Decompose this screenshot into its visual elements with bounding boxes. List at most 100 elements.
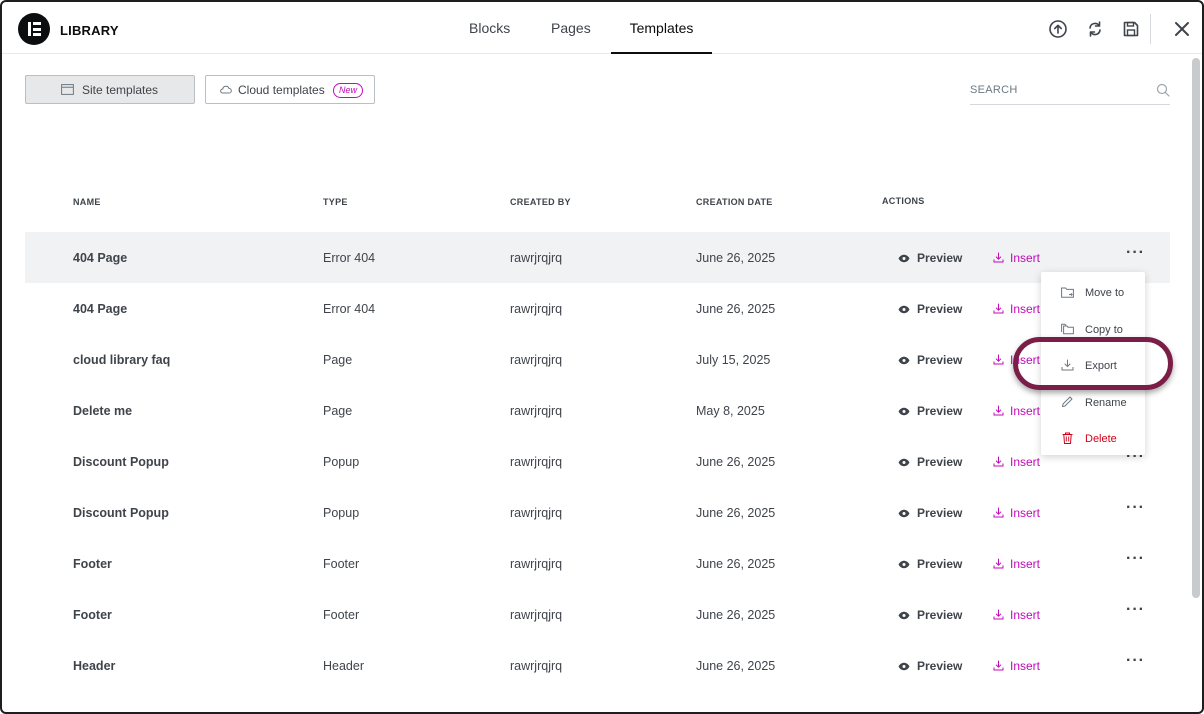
more-options-icon[interactable]: ···: [1126, 499, 1145, 516]
template-name: 404 Page: [73, 251, 128, 265]
window-icon: [61, 84, 74, 95]
preview-label: Preview: [917, 251, 963, 265]
template-name: Header: [73, 659, 116, 673]
more-options-icon[interactable]: ···: [1126, 652, 1145, 669]
table-row[interactable]: Footer Footer rawrjrqjrq June 26, 2025 Previ…: [25, 589, 1170, 640]
insert-button[interactable]: Insert: [993, 557, 1040, 571]
download-icon: [993, 507, 1004, 518]
site-templates-button[interactable]: Site templates: [25, 75, 195, 104]
insert-button[interactable]: Insert: [993, 302, 1040, 316]
menu-item-export[interactable]: Export: [1041, 349, 1145, 379]
template-author: rawrjrqjrq: [510, 659, 563, 673]
table-row[interactable]: 404 Page Error 404 rawrjrqjrq June 26, 2025…: [25, 283, 1170, 334]
eye-icon: [898, 252, 910, 263]
insert-button[interactable]: Insert: [993, 506, 1040, 520]
close-icon[interactable]: [1172, 19, 1192, 39]
template-author: rawrjrqjrq: [510, 455, 563, 469]
download-icon: [993, 660, 1004, 671]
template-type: Popup: [323, 506, 360, 520]
scrollbar[interactable]: [1192, 58, 1200, 598]
export-highlight-ring: [1013, 337, 1173, 390]
table-row[interactable]: Footer Footer rawrjrqjrq June 26, 2025 Previ…: [25, 538, 1170, 589]
preview-button[interactable]: Preview: [898, 557, 962, 571]
menu-item-label: Delete: [1085, 433, 1117, 445]
more-options-icon[interactable]: ···: [1126, 601, 1145, 618]
template-author: rawrjrqjrq: [510, 557, 563, 571]
column-header-name[interactable]: NAME: [73, 197, 101, 207]
insert-button[interactable]: Insert: [993, 455, 1040, 469]
more-options-icon[interactable]: ···: [1126, 244, 1145, 261]
save-icon[interactable]: [1121, 19, 1141, 39]
eye-icon: [898, 456, 910, 467]
folder-copy-icon: [1061, 323, 1074, 335]
upload-icon[interactable]: [1048, 19, 1068, 39]
cloud-templates-button[interactable]: Cloud templates New: [205, 75, 375, 104]
preview-button[interactable]: Preview: [898, 506, 962, 520]
eye-icon: [898, 558, 910, 569]
menu-item-move-to[interactable]: Move to: [1041, 276, 1145, 306]
template-author: rawrjrqjrq: [510, 404, 563, 418]
sync-icon[interactable]: [1085, 19, 1105, 39]
insert-button[interactable]: Insert: [993, 659, 1040, 673]
preview-button[interactable]: Preview: [898, 353, 962, 367]
tab-blocks[interactable]: Blocks: [469, 20, 511, 36]
more-options-icon[interactable]: ···: [1126, 550, 1145, 567]
download-icon: [993, 303, 1004, 314]
column-header-actions: ACTIONS: [882, 196, 925, 206]
preview-button[interactable]: Preview: [898, 608, 962, 622]
preview-button[interactable]: Preview: [898, 251, 962, 265]
table-row[interactable]: Header Header rawrjrqjrq June 26, 2025 Previ…: [25, 640, 1170, 691]
template-type: Page: [323, 353, 353, 367]
template-name: Footer: [73, 608, 112, 622]
menu-item-label: Copy to: [1085, 324, 1123, 336]
table-row[interactable]: cloud library faq Page rawrjrqjrq July 15, …: [25, 334, 1170, 385]
insert-button[interactable]: Insert: [993, 251, 1040, 265]
template-type: Error 404: [323, 251, 376, 265]
tab-templates[interactable]: Templates: [611, 20, 712, 54]
insert-label: Insert: [1010, 506, 1041, 520]
tab-pages[interactable]: Pages: [551, 20, 591, 36]
menu-item-rename[interactable]: Rename: [1041, 386, 1145, 416]
folder-move-icon: [1061, 286, 1074, 298]
table-row[interactable]: 404 Page Error 404 rawrjrqjrq June 26, 2025…: [25, 232, 1170, 283]
search-field[interactable]: [970, 78, 1170, 105]
template-type: Popup: [323, 455, 360, 469]
preview-button[interactable]: Preview: [898, 302, 962, 316]
download-icon: [993, 354, 1004, 365]
menu-item-label: Export: [1085, 360, 1117, 372]
search-input[interactable]: [970, 78, 1150, 102]
eye-icon: [898, 405, 910, 416]
insert-button[interactable]: Insert: [993, 404, 1040, 418]
site-templates-label: Site templates: [82, 83, 159, 97]
column-header-type[interactable]: TYPE: [323, 197, 348, 207]
elementor-logo-icon: [18, 13, 50, 45]
template-name: Footer: [73, 557, 112, 571]
insert-button[interactable]: Insert: [993, 608, 1040, 622]
table-row[interactable]: Delete me Page rawrjrqjrq May 8, 2025 Previe…: [25, 385, 1170, 436]
template-date: June 26, 2025: [696, 608, 776, 622]
menu-item-delete[interactable]: Delete: [1041, 422, 1145, 452]
template-date: July 15, 2025: [696, 353, 771, 367]
preview-label: Preview: [917, 557, 963, 571]
column-header-creation-date[interactable]: CREATION DATE: [696, 197, 773, 207]
table-row[interactable]: Discount Popup Popup rawrjrqjrq June 26, 20…: [25, 487, 1170, 538]
download-icon: [993, 456, 1004, 467]
template-date: June 26, 2025: [696, 251, 776, 265]
search-icon[interactable]: [1156, 83, 1170, 97]
download-icon: [993, 558, 1004, 569]
context-menu: Move to Copy to Export Rename Delete: [1041, 272, 1145, 455]
preview-button[interactable]: Preview: [898, 659, 962, 673]
insert-label: Insert: [1010, 251, 1041, 265]
menu-item-label: Rename: [1085, 397, 1127, 409]
preview-button[interactable]: Preview: [898, 455, 962, 469]
preview-button[interactable]: Preview: [898, 404, 962, 418]
menu-item-copy-to[interactable]: Copy to: [1041, 313, 1145, 343]
template-name: Discount Popup: [73, 455, 169, 469]
template-author: rawrjrqjrq: [510, 506, 563, 520]
table-row[interactable]: Discount Popup Popup rawrjrqjrq June 26, 20…: [25, 436, 1170, 487]
insert-label: Insert: [1010, 659, 1041, 673]
preview-label: Preview: [917, 404, 963, 418]
column-header-created-by[interactable]: CREATED BY: [510, 197, 571, 207]
eye-icon: [898, 303, 910, 314]
template-type: Error 404: [323, 302, 376, 316]
